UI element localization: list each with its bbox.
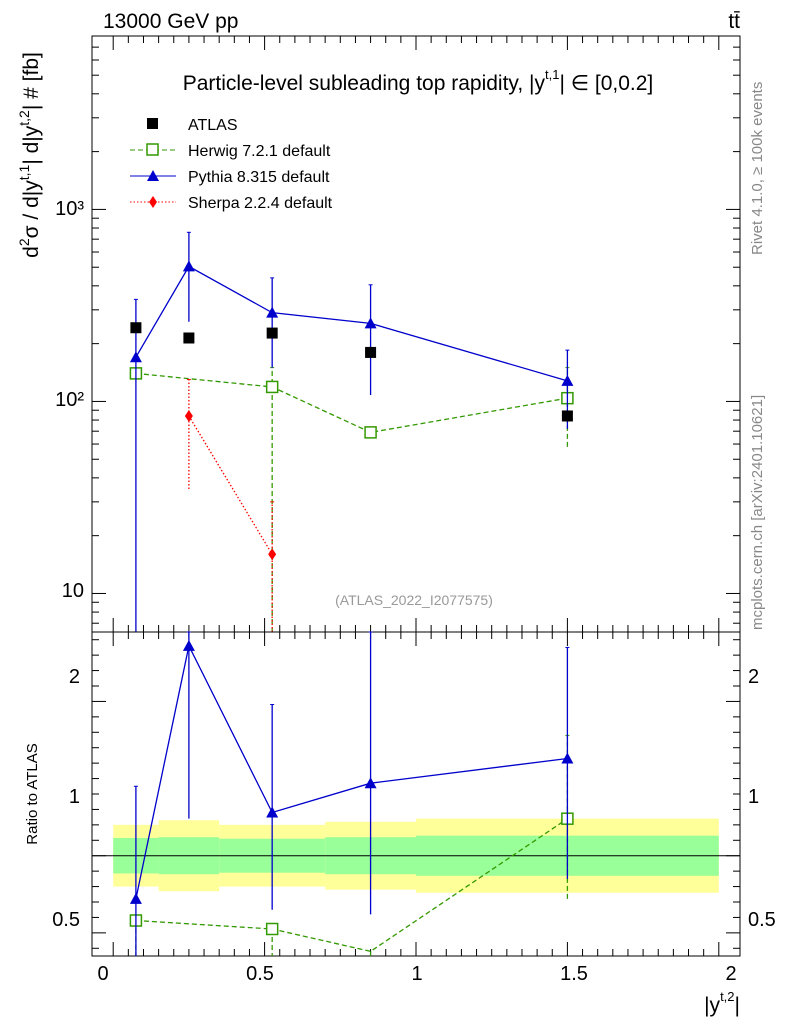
ratio-uncertainty-bands: [92, 818, 740, 893]
ratio-tick-label-left-0.5: 0.5: [52, 909, 80, 931]
chart-title-tail: | ∈ [0,0.2]: [559, 72, 653, 95]
sherpa-main-point: [184, 409, 193, 422]
pythia-ratio-point: [266, 806, 279, 818]
chart-title: Particle-level subleading top rapidity, …: [183, 67, 654, 95]
atlas-data-point: [561, 410, 573, 422]
ratio-tick-label-left-1: 1: [69, 786, 80, 808]
atlas-data-point: [365, 346, 377, 358]
pythia-main-point: [561, 374, 574, 386]
y-tick-label-10: 10: [62, 580, 84, 602]
ratio-y-axis-label: Ratio to ATLAS: [24, 743, 41, 844]
sherpa-main-point: [268, 548, 277, 561]
pythia-main-point: [364, 317, 377, 329]
x-axis-label: |yt,2|: [704, 989, 740, 1017]
herwig-main-line: [135, 372, 568, 434]
herwig-ratio-line: [135, 818, 568, 953]
ratio-plot-marks: [129, 631, 574, 956]
ratio-axis-ticks: [92, 632, 740, 956]
ratio-tick-label-left-2: 2: [69, 666, 80, 688]
header-process-label: tt̄: [728, 10, 740, 33]
y-axis-label: d2σ / d|yt,1| d|yt,2| # [fb]: [16, 52, 43, 258]
ratio-tick-label-right-2: 2: [748, 666, 759, 688]
pythia-ratio-point: [561, 752, 574, 764]
y-tick-label-1000: 10³: [55, 198, 84, 220]
x-axis-label-main: |y: [704, 994, 720, 1017]
legend-label-herwig: Herwig 7.2.1 default: [188, 143, 331, 160]
main-plot-marks: [129, 231, 574, 632]
ratio-tick-label-right-1: 1: [748, 786, 759, 808]
pythia-main-point: [182, 260, 195, 272]
herwig-main-point: [265, 380, 279, 394]
x-axis-label-tail: |: [735, 994, 740, 1017]
mcplots-label: mcplots.cern.ch [arXiv:2401.10621]: [749, 395, 766, 630]
x-tick-label-0: 0: [97, 963, 108, 985]
main-axis-ticks: [92, 35, 740, 632]
pythia-main-point: [266, 306, 279, 318]
legend: ATLAS Herwig 7.2.1 default Pythia 8.315 …: [130, 117, 333, 212]
legend-marker-sherpa: [149, 196, 157, 208]
x-tick-label-2: 2: [725, 963, 736, 985]
atlas-data-point: [130, 322, 142, 334]
analysis-tag: (ATLAS_2022_I2077575): [335, 592, 493, 608]
pythia-ratio-point: [364, 777, 377, 789]
legend-label-atlas: ATLAS: [188, 117, 238, 134]
pythia-main-line: [135, 265, 568, 382]
sherpa-main-line: [188, 415, 273, 555]
legend-label-pythia: Pythia 8.315 default: [188, 169, 330, 186]
chart-title-superscript: t,1: [545, 67, 559, 82]
herwig-main-point: [364, 426, 377, 439]
legend-marker-atlas: [147, 118, 158, 129]
main-panel: Particle-level subleading top rapidity, …: [16, 35, 741, 633]
legend-marker-pythia: [147, 170, 159, 181]
ratio-tick-label-right-0.5: 0.5: [748, 909, 776, 931]
atlas-data-point: [183, 332, 195, 344]
herwig-ratio-point: [265, 922, 279, 936]
legend-marker-herwig: [146, 143, 159, 156]
x-tick-label-1.5: 1.5: [560, 963, 588, 985]
pythia-ratio-point: [182, 639, 195, 651]
pythia-main-point: [129, 351, 142, 363]
x-tick-label-0.5: 0.5: [246, 963, 274, 985]
x-axis-label-superscript: t,2: [720, 989, 734, 1004]
atlas-data-point: [266, 327, 278, 339]
legend-label-sherpa: Sherpa 2.2.4 default: [188, 195, 333, 212]
pythia-ratio-point: [129, 892, 142, 904]
rivet-version-label: Rivet 4.1.0, ≥ 100k events: [749, 82, 766, 255]
chart-title-main: Particle-level subleading top rapidity, …: [183, 72, 546, 95]
x-tick-label-1: 1: [411, 963, 422, 985]
y-tick-label-100: 10²: [55, 389, 84, 411]
ratio-panel: Ratio to ATLAS 0.5 1 2 0.5 1 2 0 0.5 1 1…: [24, 631, 776, 1017]
header-left-label: 13000 GeV pp: [103, 10, 238, 33]
